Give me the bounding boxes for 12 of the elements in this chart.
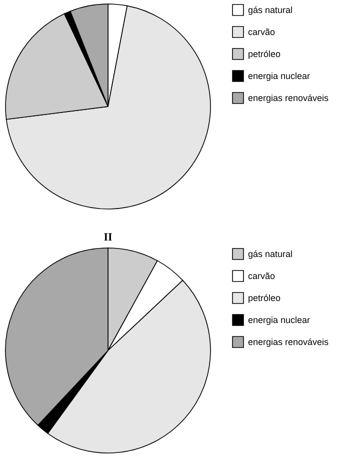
legend-label: carvão <box>248 271 276 281</box>
chart-title: II <box>104 231 112 244</box>
legend-label: energia nuclear <box>248 315 310 325</box>
pie-slice <box>6 5 211 210</box>
legend-label: gás natural <box>248 249 293 259</box>
legend-label: gás natural <box>248 5 293 15</box>
legend-label: carvão <box>248 27 276 37</box>
legend-label: petróleo <box>248 293 281 303</box>
legend-label: energias renováveis <box>248 337 330 347</box>
legend-label: energias renováveis <box>248 93 330 103</box>
legend-label: petróleo <box>248 49 281 59</box>
legend-label: energia nuclear <box>248 71 310 81</box>
